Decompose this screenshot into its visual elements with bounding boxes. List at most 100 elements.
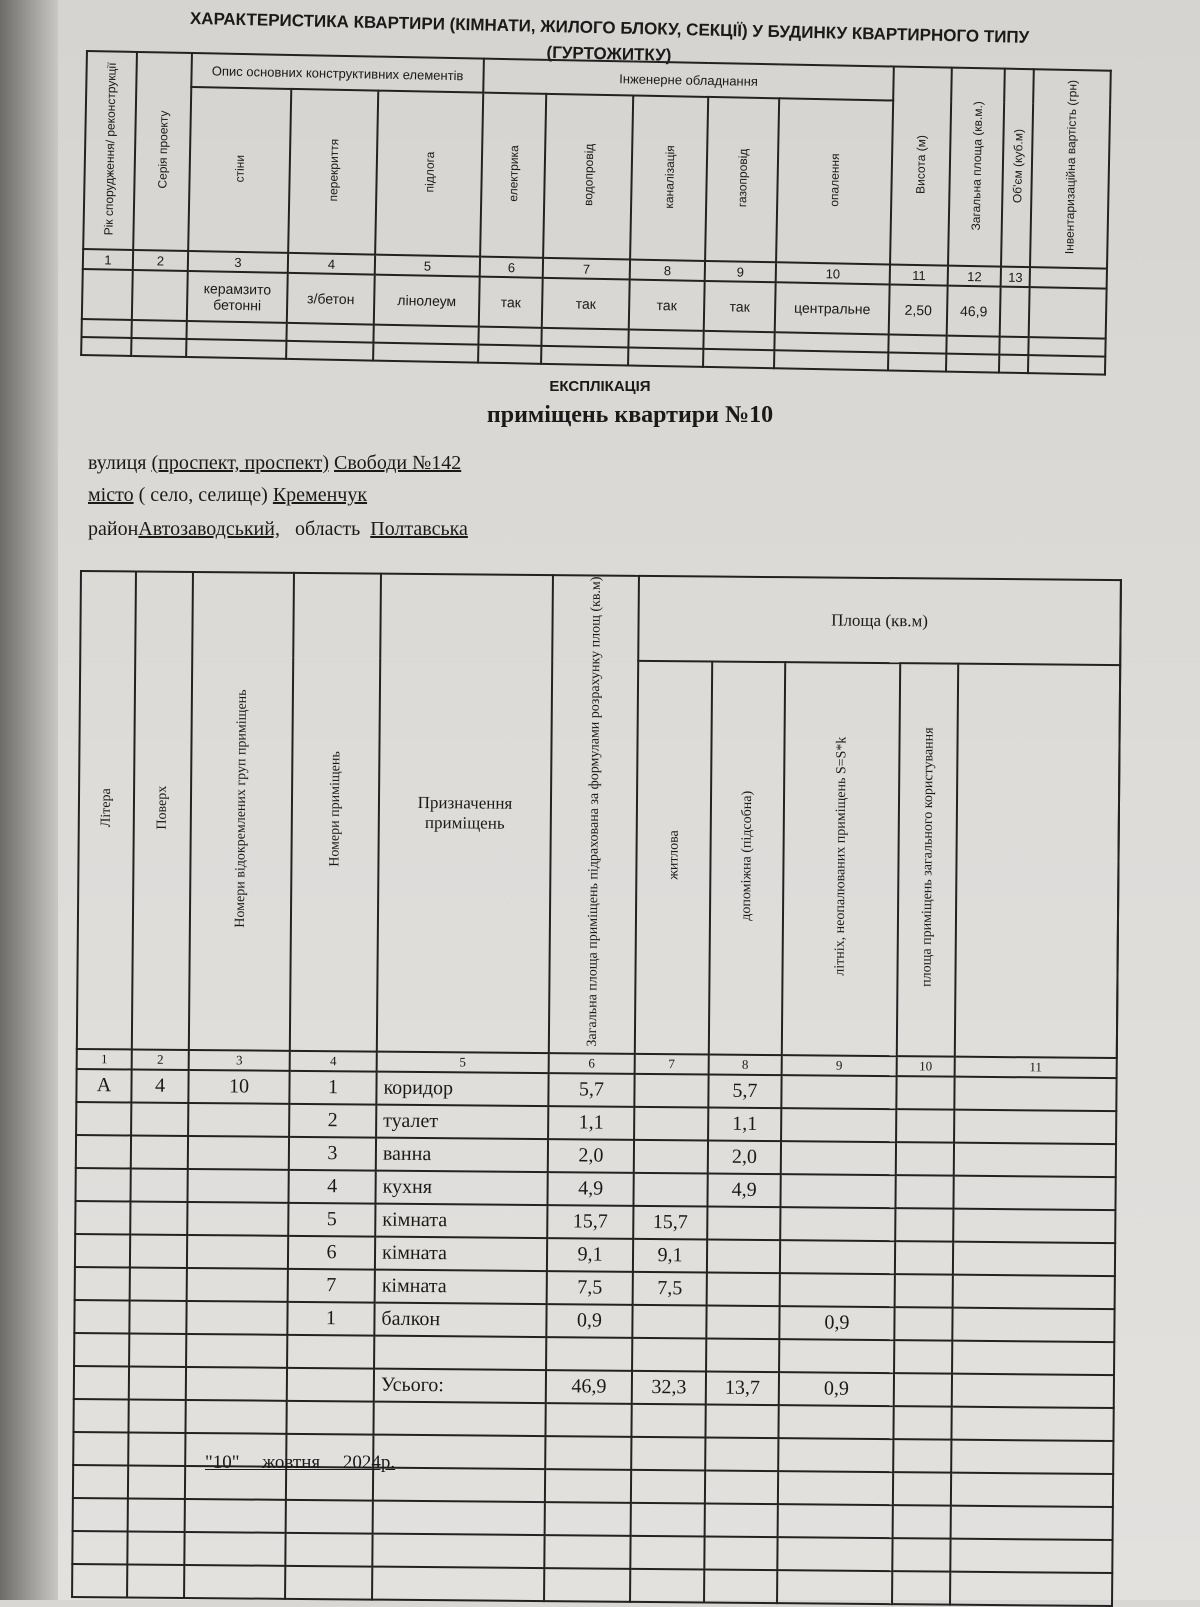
header-cell: Рік спорудження/ реконструкції [83,51,137,250]
value-cell [130,1168,188,1203]
district-label: район [88,518,139,540]
value-cell: 5,7 [548,1073,635,1107]
value-cell: 0,9 [778,1372,895,1407]
column-number: 2 [131,1049,189,1071]
value-cell [952,1307,1115,1343]
header-cell: Поверх [131,571,193,1051]
value-cell: так [478,276,543,328]
empty-cell [81,336,132,356]
empty-cell [541,327,629,348]
value-cell [706,1305,780,1340]
value-cell [630,1568,705,1603]
column-number: 6 [548,1053,635,1074]
empty-cell [1028,355,1106,375]
header-label: газопровід [734,148,750,208]
value-cell [286,1367,375,1402]
value-cell [778,1405,894,1440]
value-cell [74,1333,130,1367]
header-cell: стіни [188,87,292,253]
value-cell [894,1307,953,1341]
value-cell [127,1498,185,1533]
address-street: вулиця (проспект, проспект) Свободи №142 [88,452,461,475]
value-cell [131,269,188,321]
column-number: 1 [76,1049,132,1070]
value-cell [894,1340,953,1374]
value-cell: 0,9 [779,1306,895,1341]
column-number: 10 [775,262,891,285]
value-cell [634,1073,709,1108]
value-cell [895,1208,954,1242]
value-cell [777,1504,893,1539]
empty-cell [81,318,132,338]
value-cell [950,1571,1113,1607]
value-cell [777,1570,893,1605]
value-cell [74,1234,131,1268]
value-cell: 4,9 [547,1172,634,1206]
value-cell [634,1106,709,1141]
value-cell [546,1337,633,1371]
value-cell [127,1465,186,1500]
value-cell [1028,287,1107,339]
column-number: 1 [82,248,134,270]
header-label: Загальна площа приміщень підрахована за … [584,576,604,1047]
value-cell [633,1172,708,1207]
value-cell [951,1373,1115,1409]
value-cell: 15,7 [547,1205,634,1239]
value-cell: 3 [288,1136,377,1171]
value-cell [73,1432,129,1466]
value-cell [187,1169,289,1203]
column-number: 11 [889,264,949,286]
empty-cell [1028,337,1106,357]
value-cell [779,1339,895,1374]
room-purpose-cell: коридор [376,1071,549,1107]
value-cell: 1 [289,1070,377,1105]
value-cell [130,1135,189,1170]
address-district: районАвтозаводський, область Полтавська [88,518,468,541]
value-cell [952,1274,1115,1310]
value-cell [186,1301,288,1335]
value-cell: 46,9 [946,285,1001,337]
value-cell [896,1076,955,1110]
header-label: Номери відокремлених груп приміщень [232,689,250,928]
header-cell: газопровід [705,96,780,263]
value-cell: 15,7 [633,1205,708,1240]
value-cell [127,1531,185,1566]
value-cell [286,1400,374,1435]
value-cell [184,1499,286,1533]
column-number: 9 [704,260,777,283]
value-cell [285,1499,373,1534]
empty-cell [628,329,704,349]
value-cell [631,1436,706,1471]
value-cell: 1 [287,1301,375,1336]
header-cell: допоміжна (підсобна) [708,661,786,1056]
value-cell [780,1207,896,1242]
header-label: водопровід [580,143,596,207]
value-cell [76,1102,132,1136]
empty-cell [999,336,1029,356]
value-cell [633,1139,709,1174]
header-cell: каналізація [630,95,709,261]
header-cell: житлова [634,661,713,1055]
empty-cell [373,342,479,363]
street-type: (проспект, проспект) [151,452,329,474]
room-purpose-cell [373,1434,546,1470]
value-cell [778,1438,894,1473]
empty-cell [999,354,1029,374]
header-label: допоміжна (підсобна) [738,790,756,921]
header-label: перекриття [325,138,341,202]
value-cell: 0,9 [546,1304,633,1338]
value-cell: 2,0 [707,1140,782,1175]
value-cell [128,1399,186,1434]
header-cell: Серія проекту [133,51,192,251]
value-cell [186,1334,288,1368]
header-label: підлога [421,151,437,193]
value-cell [186,1235,289,1269]
value-cell [631,1403,706,1438]
header-label: опалення [827,153,843,207]
value-cell: 1,1 [708,1107,782,1142]
empty-cell [628,347,704,367]
value-cell [545,1403,632,1437]
header-label: електрика [505,145,521,203]
value-cell [896,1109,955,1143]
empty-cell [373,324,479,345]
